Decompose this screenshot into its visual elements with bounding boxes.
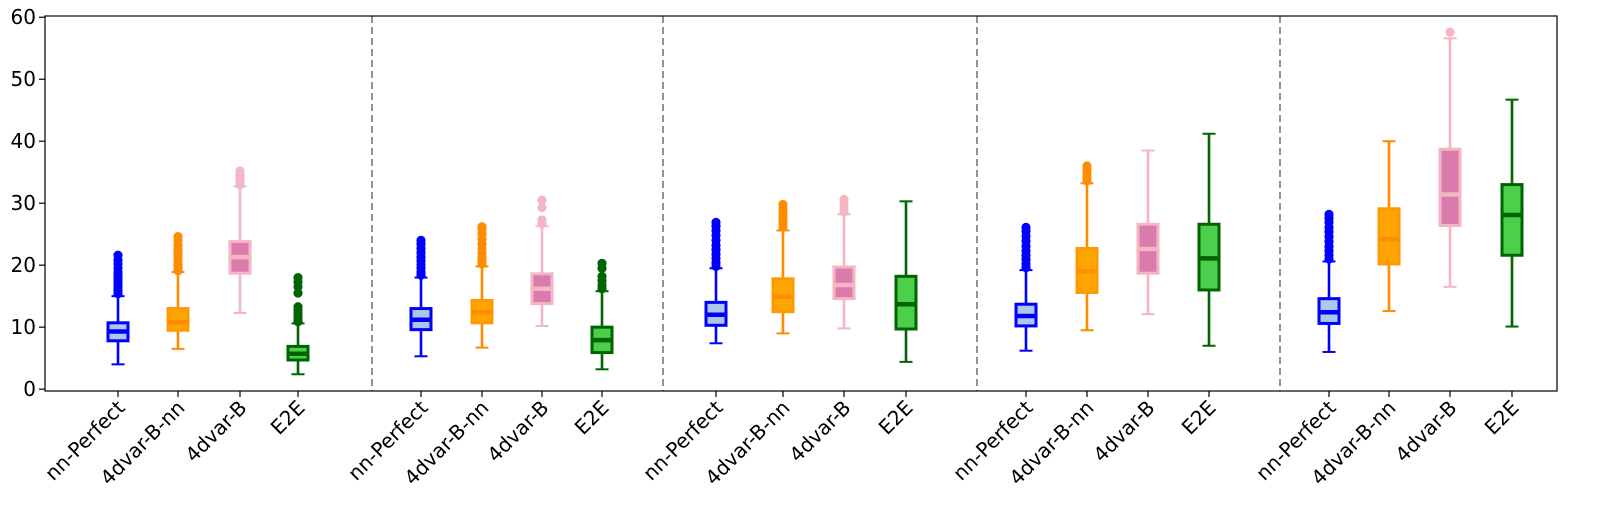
outlier-point [597,258,607,268]
outlier-point [597,271,607,281]
y-tick-label: 30 [11,191,36,215]
box-nn-perfect [1317,209,1341,353]
x-tick-label: E2E [266,396,310,440]
box-e2e [894,200,918,363]
x-tick-label: 4dvar-B [180,396,251,467]
outlier-point [235,166,245,176]
x-tick-label: 4dvar-B [784,396,855,467]
iqr-box [1377,207,1401,266]
outlier-point [1021,222,1031,232]
outlier-point [113,250,123,260]
y-tick-label: 20 [11,253,36,277]
outlier-point [778,199,788,210]
outlier-point [839,194,849,205]
box-4dvar-b-nn [1075,161,1099,332]
outlier-point [173,232,183,242]
box-nn-perfect [106,250,130,366]
y-tick-label: 60 [11,5,36,29]
box-4dvar-b [530,195,554,327]
outlier-point [537,195,547,205]
box-e2e [590,258,614,371]
group-separators [371,16,1281,391]
box-e2e [1500,98,1524,328]
x-tick-label: E2E [1177,396,1221,440]
x-tick-label: E2E [1480,396,1524,440]
outlier-point [477,222,487,232]
outlier-point [537,202,547,213]
box-4dvar-b-nn [771,199,795,335]
box-4dvar-b [228,166,252,314]
outlier-point [1324,209,1334,219]
box-4dvar-b [1136,149,1160,316]
iqr-box [1438,147,1462,228]
iqr-box [1500,183,1524,257]
box-4dvar-b-nn [1377,140,1401,313]
box-e2e [286,272,310,376]
x-tick-label: E2E [874,396,918,440]
box-group [409,195,614,371]
outlier-point [293,302,303,312]
x-tick-label: 4dvar-B [482,396,553,467]
box-group [106,166,310,376]
box-4dvar-b-nn [470,222,494,349]
y-tick-label: 40 [11,129,36,153]
iqr-box [166,307,190,332]
box-4dvar-b [1438,27,1462,288]
outlier-point [537,215,547,225]
y-tick-label: 50 [11,67,36,91]
box-nn-perfect [409,235,433,358]
x-tick-label: E2E [570,396,614,440]
x-tick-label: 4dvar-B [1088,396,1159,467]
box-nn-perfect [1014,222,1038,352]
box-group [704,194,918,363]
y-tick-label: 10 [11,315,36,339]
box-4dvar-b-nn [166,232,190,350]
outlier-point [1445,27,1455,37]
outlier-point [1082,161,1092,171]
x-tick-label: 4dvar-B [1390,396,1461,467]
box-series-layer [106,27,1524,376]
outlier-point [293,272,303,283]
outlier-point [416,235,426,245]
box-nn-perfect [704,217,728,345]
box-group [1014,132,1221,352]
box-e2e [1197,132,1221,347]
y-tick-label: 0 [23,377,36,401]
box-4dvar-b [832,194,856,330]
outlier-point [711,217,721,228]
box-group [1317,27,1524,353]
